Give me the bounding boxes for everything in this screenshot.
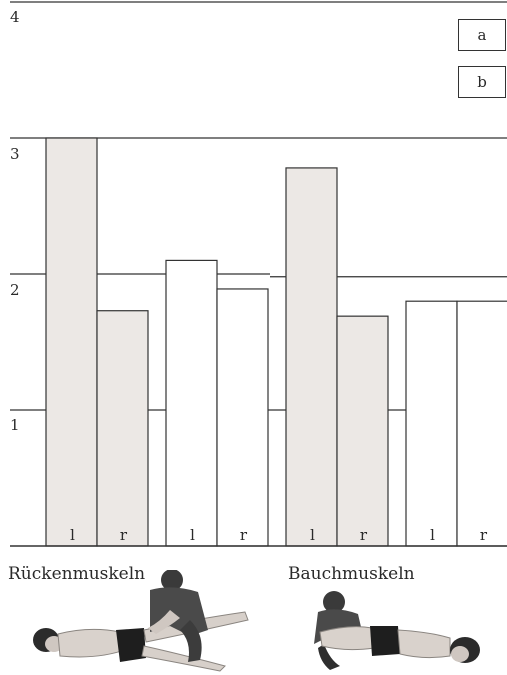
bar-2: [96, 310, 149, 547]
legend-label-b: b: [477, 73, 487, 91]
x-tick-label-7: l: [430, 526, 435, 544]
x-tick-label-5: l: [310, 526, 315, 544]
legend-swatch-b: b: [458, 66, 506, 98]
x-tick-label-6: r: [360, 526, 368, 544]
x-tick-label-3: l: [190, 526, 195, 544]
bar-5: [285, 167, 338, 547]
bar-7: [405, 300, 458, 547]
legend-label-a: a: [477, 26, 487, 44]
abdominal-muscle-test-photo: [314, 591, 480, 670]
bar-8: [456, 300, 507, 547]
y-tick-2: 2: [10, 281, 20, 299]
bar-6: [336, 315, 389, 547]
back-muscle-test-photo: [33, 570, 249, 672]
y-tick-4: 4: [10, 8, 20, 26]
bar-1: [45, 137, 98, 547]
bar-4: [216, 288, 269, 547]
y-tick-3: 3: [10, 145, 20, 163]
legend-swatch-a: a: [458, 19, 506, 51]
x-tick-label-1: l: [70, 526, 75, 544]
group-label-back-muscles: Rückenmuskeln: [8, 564, 146, 584]
x-tick-label-8: r: [480, 526, 488, 544]
group-label-abdominal-muscles: Bauchmuskeln: [288, 564, 415, 584]
y-tick-1: 1: [10, 416, 20, 434]
x-tick-label-4: r: [240, 526, 248, 544]
bar-3: [165, 259, 218, 547]
x-tick-label-2: r: [120, 526, 128, 544]
